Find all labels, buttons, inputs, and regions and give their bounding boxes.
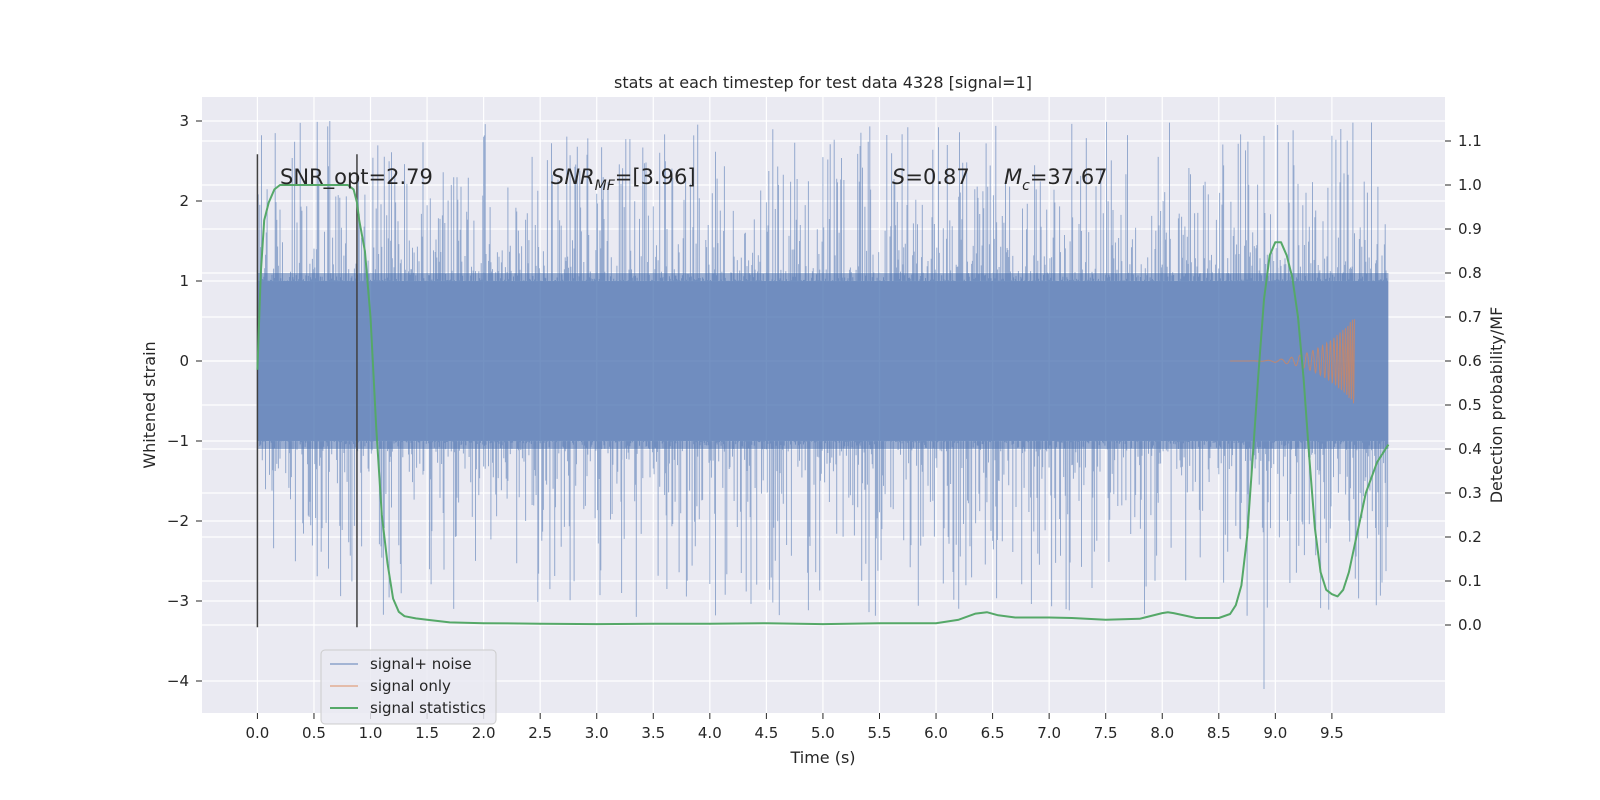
x-tick-label: 9.5: [1320, 724, 1344, 742]
x-tick-label: 3.5: [641, 724, 665, 742]
y-right-tick-label: 0.8: [1458, 264, 1482, 282]
x-tick-label: 0.0: [245, 724, 269, 742]
x-tick-label: 1.5: [415, 724, 439, 742]
x-tick-label: 7.0: [1037, 724, 1061, 742]
legend-label-signal-noise: signal+ noise: [370, 655, 472, 673]
y-right-tick-label: 0.7: [1458, 308, 1482, 326]
x-tick-label: 0.5: [302, 724, 326, 742]
y-tick-label: 2: [179, 192, 189, 210]
legend: signal+ noise signal only signal statist…: [320, 649, 497, 725]
legend-label-signal-only: signal only: [370, 677, 451, 695]
x-tick-label: 8.5: [1207, 724, 1231, 742]
annotation-mc: Mc=37.67: [1004, 165, 1108, 194]
x-tick-label: 7.5: [1094, 724, 1118, 742]
legend-label-signal-statistics: signal statistics: [370, 699, 486, 717]
y-right-tick-label: 0.2: [1458, 528, 1482, 546]
signal-only-line: [1230, 319, 1355, 404]
y-tick-label: 0: [179, 352, 189, 370]
annotations: SNR_opt=2.79 SNRMF=[3.96] S=0.87 Mc=37.6…: [280, 165, 1108, 194]
x-tick-label: 2.0: [472, 724, 496, 742]
x-tick-label: 5.0: [811, 724, 835, 742]
s-symbol: S: [892, 165, 905, 189]
s-value: =0.87: [905, 165, 969, 189]
mc-subscript: c: [1022, 178, 1030, 194]
signal-only-series: [1230, 319, 1355, 404]
x-tick-label: 3.0: [585, 724, 609, 742]
x-tick-label: 4.5: [754, 724, 778, 742]
vertical-markers: [256, 154, 358, 628]
signal-noise-series: [256, 121, 1389, 689]
y-right-tick-label: 0.1: [1458, 572, 1482, 590]
x-tick-label: 2.5: [528, 724, 552, 742]
y-right-tick-label: 0.0: [1458, 616, 1482, 634]
mc-symbol: M: [1004, 165, 1022, 189]
snr-mf-subscript: MF: [595, 178, 616, 194]
snr-mf-value: =[3.96]: [615, 165, 696, 189]
x-tick-label: 9.0: [1263, 724, 1287, 742]
y-right-tick-label: 0.6: [1458, 352, 1482, 370]
y-axis-label: Whitened strain: [140, 341, 159, 468]
chart-title: stats at each timestep for test data 432…: [614, 73, 1032, 92]
y-tick-label: 1: [179, 272, 189, 290]
y-axis-right-label: Detection probability/MF: [1487, 307, 1506, 504]
tick-labels: 0.0 0.5 1.0 1.5 2.0 2.5 3.0 3.5 4.0 4.5 5.0 5.5 6.0 6…: [167, 112, 1482, 742]
signal-statistics-line: [256, 184, 1390, 626]
y-tick-label: −2: [167, 512, 189, 530]
y-right-tick-label: 1.0: [1458, 176, 1482, 194]
x-tick-label: 8.0: [1150, 724, 1174, 742]
y-tick-label: −3: [167, 592, 189, 610]
x-axis-label: Time (s): [789, 748, 855, 767]
y-tick-label: −1: [167, 432, 189, 450]
y-tick-label: −4: [167, 672, 189, 690]
y-right-tick-label: 0.4: [1458, 440, 1482, 458]
x-tick-label: 6.0: [924, 724, 948, 742]
snr-mf-symbol: SNR: [551, 165, 595, 189]
y-right-tick-label: 0.9: [1458, 220, 1482, 238]
legend-box: [320, 649, 497, 725]
y-right-tick-label: 1.1: [1458, 132, 1482, 150]
annotation-snr-opt: SNR_opt=2.79: [280, 165, 433, 190]
annotation-s: S=0.87: [892, 165, 970, 189]
x-tick-label: 6.5: [981, 724, 1005, 742]
y-right-tick-label: 0.5: [1458, 396, 1482, 414]
x-tick-label: 1.0: [359, 724, 383, 742]
y-tick-label: 3: [179, 112, 189, 130]
mc-value: =37.67: [1030, 165, 1108, 189]
x-tick-label: 5.5: [868, 724, 892, 742]
y-right-tick-label: 0.3: [1458, 484, 1482, 502]
signal-statistics-series: [256, 184, 1390, 626]
x-tick-label: 4.0: [698, 724, 722, 742]
annotation-snr-mf: SNRMF=[3.96]: [551, 165, 696, 194]
